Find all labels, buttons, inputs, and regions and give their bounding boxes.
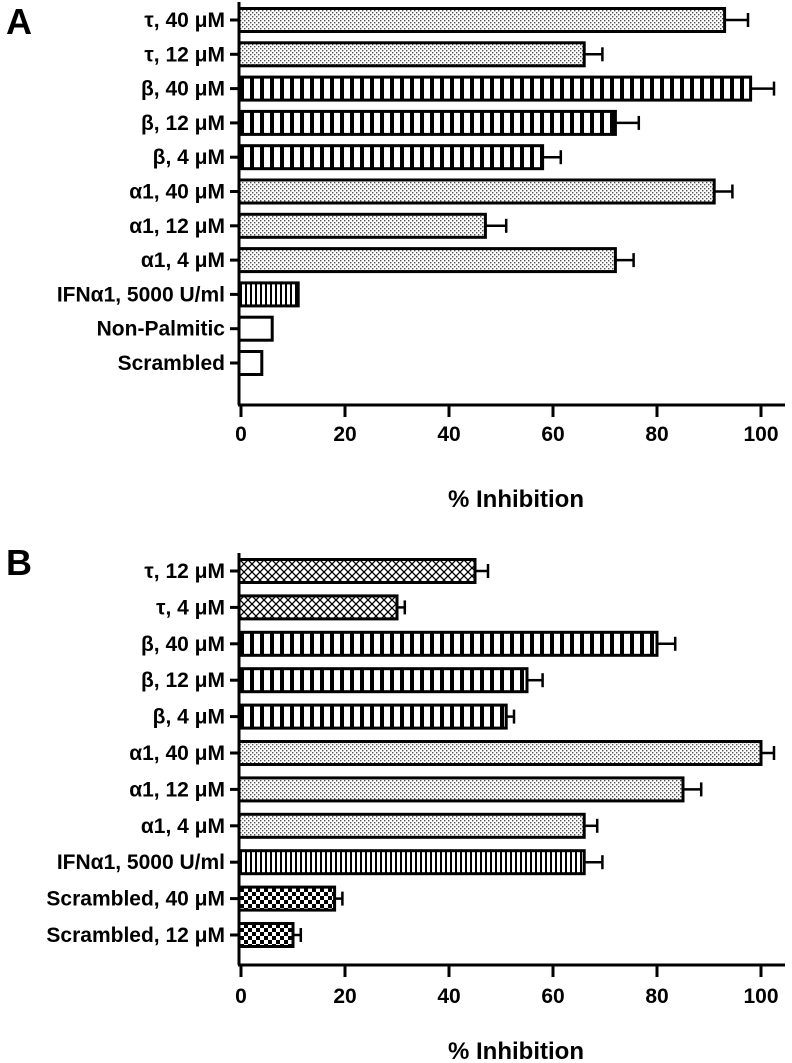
bar <box>237 144 545 171</box>
bar <box>237 776 685 803</box>
category-label: τ, 40 μM <box>144 9 225 32</box>
bar <box>237 849 586 876</box>
category-label: β, 40 μM <box>141 78 225 101</box>
bar <box>237 594 399 621</box>
bar <box>237 109 617 136</box>
bar <box>237 41 586 68</box>
category-label: α1, 4 μM <box>141 249 225 272</box>
panel-letter: B <box>6 542 32 583</box>
category-label: α1, 12 μM <box>129 778 225 801</box>
bar <box>237 212 487 239</box>
category-label: β, 12 μM <box>141 669 225 692</box>
x-tick-label: 60 <box>541 423 564 446</box>
category-label: β, 12 μM <box>141 112 225 135</box>
x-tick-label: 20 <box>333 985 356 1008</box>
category-label: Scrambled, 12 μM <box>46 924 225 947</box>
bar <box>237 922 295 948</box>
category-label: α1, 40 μM <box>129 181 225 204</box>
bar <box>237 667 529 694</box>
category-label: IFNα1, 5000 U/ml <box>57 283 225 306</box>
category-label: β, 40 μM <box>141 633 225 656</box>
x-tick-label: 0 <box>235 985 247 1008</box>
category-label: α1, 40 μM <box>129 742 225 765</box>
category-label: τ, 12 μM <box>144 560 225 583</box>
bar <box>237 315 274 342</box>
category-label: τ, 4 μM <box>156 596 225 619</box>
bar <box>237 558 477 584</box>
category-label: Scrambled, 40 μM <box>46 888 225 911</box>
x-axis-title: % Inhibition <box>448 1038 584 1063</box>
bar <box>237 281 300 308</box>
bar <box>237 703 508 730</box>
category-label: Scrambled <box>118 352 225 375</box>
x-tick-label: 80 <box>645 985 668 1008</box>
x-tick-label: 20 <box>333 423 356 446</box>
category-label: α1, 12 μM <box>129 215 225 238</box>
bar <box>237 75 753 102</box>
bar <box>237 178 716 205</box>
category-label: IFNα1, 5000 U/ml <box>57 851 225 874</box>
category-label: β, 4 μM <box>153 146 225 169</box>
bar <box>237 350 264 376</box>
x-tick-label: 60 <box>541 985 564 1008</box>
x-tick-label: 100 <box>743 985 778 1008</box>
category-label: α1, 4 μM <box>141 815 225 838</box>
bar <box>237 630 659 657</box>
panel-letter: A <box>6 1 32 42</box>
bar <box>237 7 727 33</box>
bar <box>237 247 617 274</box>
x-axis-title: % Inhibition <box>448 486 584 513</box>
bar <box>237 812 586 839</box>
category-label: β, 4 μM <box>153 706 225 729</box>
bar <box>237 740 763 766</box>
category-label: Non-Palmitic <box>97 318 226 341</box>
x-tick-label: 80 <box>645 423 668 446</box>
x-tick-label: 0 <box>235 423 247 446</box>
x-tick-label: 40 <box>437 423 460 446</box>
category-label: τ, 12 μM <box>144 43 225 66</box>
x-tick-label: 40 <box>437 985 460 1008</box>
bar <box>237 885 337 912</box>
x-tick-label: 100 <box>743 423 778 446</box>
